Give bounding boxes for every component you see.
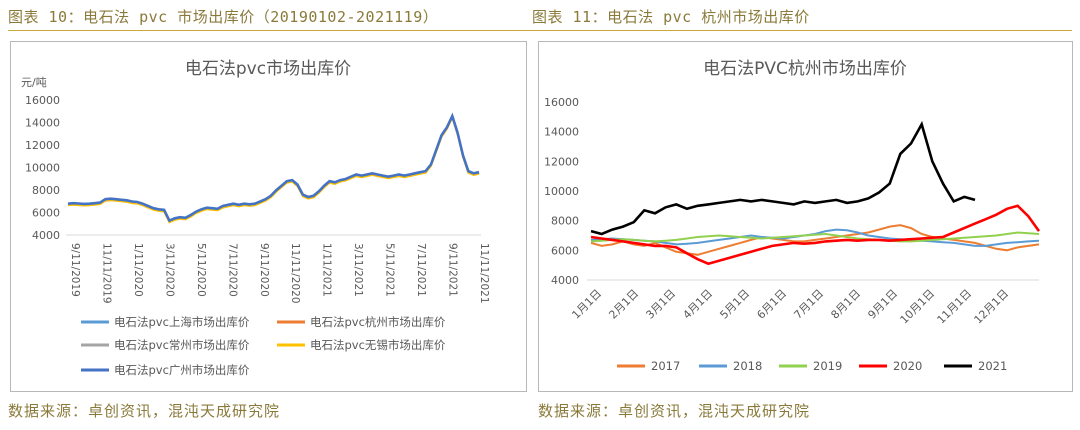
- chart-title: 电石法PVC杭州市场出库价: [703, 59, 907, 79]
- x-tick-label: 9/11/2021: [447, 243, 459, 297]
- y-tick-label: 14000: [544, 126, 579, 139]
- x-tick-label: 3/11/2020: [163, 243, 175, 297]
- legend-label: 2019: [813, 359, 842, 373]
- legend-label: 电石法pvc广州市场出库价: [114, 363, 250, 377]
- y-axis-unit: 元/吨: [21, 76, 47, 89]
- y-tick-label: 14000: [25, 117, 60, 130]
- y-tick-label: 4000: [551, 274, 579, 287]
- x-tick-label: 1/11/2021: [321, 243, 333, 297]
- y-tick-label: 8000: [551, 215, 579, 228]
- chart-panel-right: 电石法PVC杭州市场出库价 4000 6000 8000 10000 12000 14000…: [538, 41, 1073, 392]
- series-line: [590, 120, 976, 236]
- series-line: [67, 114, 480, 223]
- source-note-left: 数据来源：卓创资讯，混沌天成研究院: [8, 402, 281, 420]
- series-line: [590, 204, 1041, 266]
- y-tick-label: 4000: [32, 229, 60, 242]
- figure-caption-left: 图表 10：电石法 pvc 市场出库价（20190102-2021119）: [8, 8, 439, 26]
- y-tick-label: 8000: [32, 184, 60, 197]
- series-line: [67, 112, 480, 223]
- legend-label: 2020: [893, 359, 922, 373]
- series-line: [590, 231, 1040, 243]
- legend-label: 2021: [978, 359, 1007, 373]
- y-tick-label: 12000: [25, 139, 60, 152]
- x-tick-label: 3/11/2021: [352, 243, 364, 297]
- legend-label: 2018: [733, 359, 762, 373]
- x-tick-label: 8月1日: [828, 287, 863, 322]
- series-line: [67, 113, 480, 223]
- x-tick-label: 9/11/2019: [69, 243, 81, 297]
- x-tick-label: 11/11/2020: [289, 243, 301, 304]
- x-tick-label: 11/11/2019: [100, 243, 112, 304]
- x-tick-label: 2月1日: [606, 287, 641, 322]
- y-tick-label: 6000: [32, 207, 60, 220]
- x-tick-label: 9月1日: [865, 287, 900, 322]
- hangzhou-price-chart: 电石法PVC杭州市场出库价 4000 6000 8000 10000 12000 14000…: [544, 59, 1041, 373]
- x-tick-label: 11月1日: [935, 287, 975, 327]
- x-tick-label: 1月1日: [569, 287, 604, 322]
- x-tick-label: 7/11/2020: [226, 243, 238, 297]
- legend-label: 电石法pvc上海市场出库价: [114, 315, 250, 329]
- x-tick-label: 11/11/2021: [478, 243, 490, 304]
- chart-title: 电石法pvc市场出库价: [185, 59, 351, 79]
- x-tick-label: 4月1日: [680, 287, 715, 322]
- legend-label: 2017: [651, 359, 680, 373]
- y-tick-label: 12000: [544, 155, 579, 168]
- x-tick-label: 12月1日: [972, 287, 1012, 327]
- x-tick-label: 6月1日: [754, 287, 789, 322]
- chart-panel-left: 电石法pvc市场出库价元/吨 4000 6000 8000 10000 12000 1400…: [10, 41, 527, 392]
- series-line: [590, 224, 1040, 256]
- legend-label: 电石法pvc杭州市场出库价: [310, 315, 446, 329]
- legend-label: 电石法pvc无锡市场出库价: [310, 338, 446, 352]
- source-note-right: 数据来源：卓创资讯，混沌天成研究院: [538, 402, 811, 420]
- x-tick-label: 5/11/2020: [195, 243, 207, 297]
- legend-label: 电石法pvc常州市场出库价: [114, 338, 250, 352]
- series-line: [67, 114, 480, 224]
- x-tick-label: 3月1日: [643, 287, 678, 322]
- x-tick-label: 5/11/2021: [384, 243, 396, 297]
- y-tick-label: 10000: [25, 162, 60, 175]
- x-tick-label: 7/11/2021: [415, 243, 427, 297]
- x-tick-label: 10月1日: [898, 287, 938, 327]
- x-tick-label: 7月1日: [791, 287, 826, 322]
- x-tick-label: 1/11/2020: [132, 243, 144, 297]
- y-tick-label: 6000: [551, 244, 579, 257]
- y-tick-label: 16000: [25, 94, 60, 107]
- header-divider: [8, 30, 1072, 31]
- y-tick-label: 10000: [544, 185, 579, 198]
- y-tick-label: 16000: [544, 96, 579, 109]
- figure-caption-right: 图表 11：电石法 pvc 杭州市场出库价: [532, 8, 810, 26]
- x-tick-label: 5月1日: [717, 287, 752, 322]
- x-tick-label: 9/11/2020: [258, 243, 270, 297]
- series-line: [67, 113, 480, 223]
